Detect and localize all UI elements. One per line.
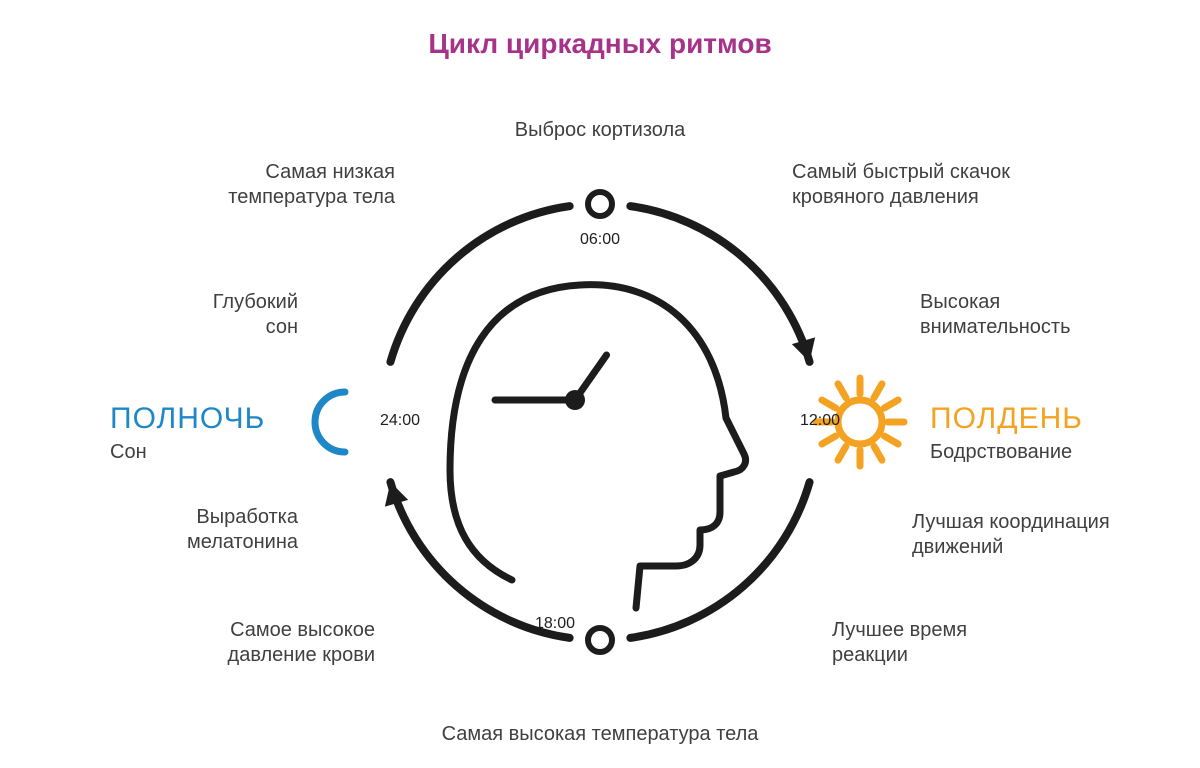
time-label-0600: 06:00	[570, 231, 630, 249]
clock-hour-hand	[575, 355, 607, 400]
event-high_temp: Самая высокая температура тела	[440, 722, 760, 747]
event-alertness: Высокаявнимательность	[920, 290, 1200, 340]
anchor-noon-big: ПОЛДЕНЬ	[930, 400, 1083, 438]
time-label-2400: 24:00	[370, 412, 430, 430]
anchor-noon-small: Бодрствование	[930, 440, 1083, 465]
anchor-midnight-small: Сон	[110, 440, 265, 465]
anchor-midnight: ПОЛНОЧЬ Сон	[110, 400, 265, 465]
anchor-noon: ПОЛДЕНЬ Бодрствование	[930, 400, 1083, 465]
event-bp_jump: Самый быстрый скачоккровяного давления	[792, 160, 1112, 210]
event-cortisol: Выброс кортизола	[440, 118, 760, 143]
head-profile	[450, 285, 746, 608]
moon-icon	[315, 392, 345, 452]
event-deep_sleep: Глубокийсон	[0, 290, 298, 340]
time-label-1800: 18:00	[525, 615, 585, 633]
time-label-1200: 12:00	[790, 412, 850, 430]
event-high_bp: Самое высокоедавление крови	[55, 618, 375, 668]
event-low_temp: Самая низкаятемпература тела	[75, 160, 395, 210]
event-melatonin: Выработкамелатонина	[0, 505, 298, 555]
event-coordination: Лучшая координациядвижений	[912, 510, 1200, 560]
anchor-midnight-big: ПОЛНОЧЬ	[110, 400, 265, 438]
event-reaction: Лучшее времяреакции	[832, 618, 1152, 668]
